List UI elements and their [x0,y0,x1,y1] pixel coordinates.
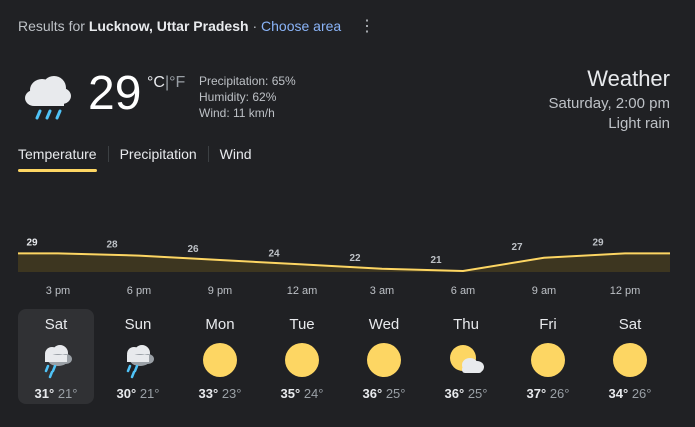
unit-toggle: °C|°F [147,74,185,92]
current-temperature: 29 [88,67,142,120]
time-tick-label: 3 pm [45,285,71,297]
day-forecast-sat[interactable]: Sat 34° 26° [592,309,668,404]
header-separator: · [252,18,258,34]
more-options-icon[interactable]: ⋮ [359,18,375,35]
time-tick-label: 3 am [369,285,395,297]
day-temps: 31° 21° [18,386,94,401]
day-high: 36° [444,386,465,401]
temperature-point-label: 22 [349,253,361,264]
tab-temperature[interactable]: Temperature [18,146,97,172]
tab-divider [207,146,209,162]
sun-icon [613,343,647,377]
day-forecast-wed[interactable]: Wed 36° 25° [346,309,422,404]
day-temps: 34° 26° [592,386,668,401]
day-low: 21° [139,386,160,401]
day-name: Tue [289,316,315,333]
temperature-line [18,252,670,273]
tab-precipitation[interactable]: Precipitation [119,146,197,162]
day-high: 31° [34,386,55,401]
weather-datetime: Saturday, 2:00 pm [548,95,670,112]
results-prefix: Results for [18,18,85,34]
day-name: Fri [539,316,557,333]
day-low: 25° [467,386,488,401]
humidity-value: Humidity: 62% [199,90,277,104]
day-temps: 36° 25° [346,386,422,401]
weather-details: Precipitation: 65% Humidity: 62% Wind: 1… [199,73,296,121]
day-high: 37° [526,386,547,401]
day-low: 21° [57,386,78,401]
precipitation-value: Precipitation: 65% [199,74,296,88]
day-forecast-tue[interactable]: Tue 35° 24° [264,309,340,404]
day-name: Wed [368,316,400,333]
unit-separator: | [164,74,170,91]
time-tick-label: 6 pm [126,285,152,297]
day-low: 24° [303,386,324,401]
temperature-point-label: 29 [26,237,38,248]
results-header: Results for Lucknow, Uttar Pradesh · Cho… [18,18,341,34]
temperature-point-label: 26 [187,244,199,255]
location-name: Lucknow, Uttar Pradesh [88,18,249,34]
day-forecast-fri[interactable]: Fri 37° 26° [510,309,586,404]
day-forecast-thu[interactable]: Thu 36° 25° [428,309,504,404]
day-temps: 37° 26° [510,386,586,401]
sun-icon [203,343,237,377]
temperature-point-label: 28 [106,240,118,251]
rain-cloud-icon [25,76,71,120]
tab-divider [107,146,109,162]
unit-celsius[interactable]: °C [147,74,165,91]
day-temps: 33° 23° [182,386,258,401]
day-high: 36° [362,386,383,401]
partly-cloudy-icon [450,345,484,373]
weather-condition: Light rain [608,115,670,132]
sun-icon [367,343,401,377]
choose-area-link[interactable]: Choose area [261,18,342,34]
chart-tabs: Temperature Precipitation Wind [18,146,252,172]
temperature-point-label: 24 [268,248,280,259]
day-low: 23° [221,386,242,401]
time-tick-label: 12 am [286,285,318,297]
day-name: Sat [44,316,68,333]
time-tick-label: 9 pm [207,285,233,297]
time-tick-label: 9 am [531,285,557,297]
day-temps: 36° 25° [428,386,504,401]
temperature-point-label: 29 [592,237,604,248]
day-forecast-mon[interactable]: Mon 33° 23° [182,309,258,404]
day-high: 30° [116,386,137,401]
rain-cloud-icon [126,345,154,379]
day-name: Mon [205,316,235,333]
weather-title: Weather [587,66,670,91]
weather-subtitle: Saturday, 2:00 pm Light rain [549,94,670,134]
day-low: 26° [631,386,652,401]
day-low: 26° [549,386,570,401]
sun-icon [531,343,565,377]
temperature-point-label: 27 [511,242,523,253]
sun-icon [285,343,319,377]
temperature-point-label: 21 [430,255,442,266]
time-tick-label: 12 pm [609,285,641,297]
rain-cloud-icon [44,345,72,379]
unit-fahrenheit[interactable]: °F [169,74,186,91]
day-forecast-sat[interactable]: Sat 31° 21° [18,309,94,404]
day-high: 35° [280,386,301,401]
tab-wind[interactable]: Wind [219,146,252,162]
day-name: Thu [453,316,479,333]
day-temps: 35° 24° [264,386,340,401]
day-name: Sat [618,316,642,333]
time-tick-label: 6 am [450,285,476,297]
day-high: 34° [608,386,629,401]
day-high: 33° [198,386,219,401]
day-low: 25° [385,386,406,401]
day-temps: 30° 21° [100,386,176,401]
day-forecast-sun[interactable]: Sun 30° 21° [100,309,176,404]
day-name: Sun [124,316,152,333]
temperature-chart: 29 28 26 24 22 21 27 29 [18,237,670,273]
wind-value: Wind: 11 km/h [199,106,275,120]
